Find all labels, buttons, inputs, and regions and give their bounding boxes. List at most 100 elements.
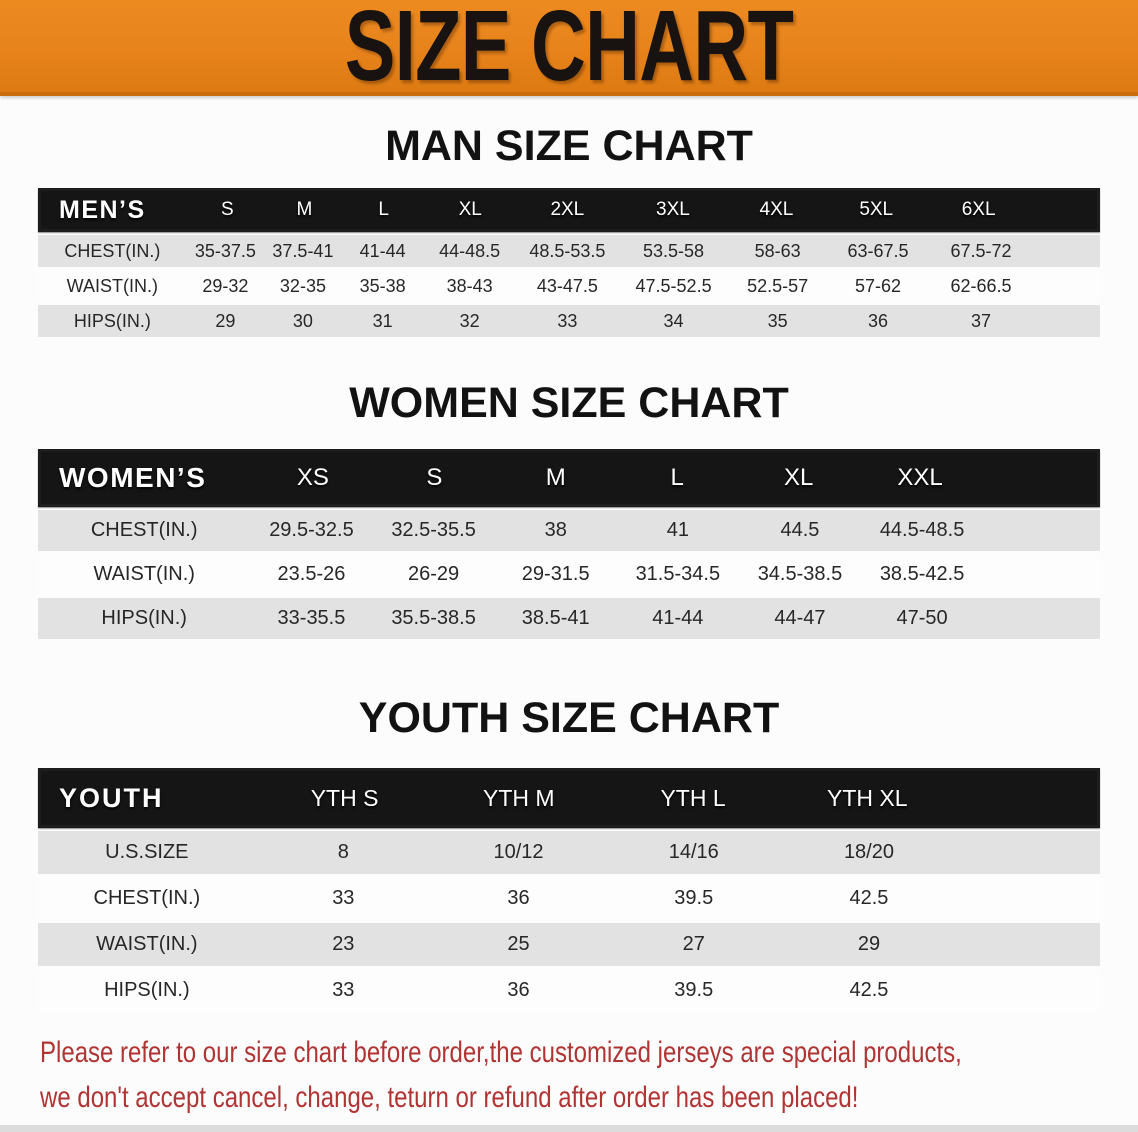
cell: 58-63 [754,240,801,261]
cell: 39.5 [674,887,714,909]
column-header: XL [783,464,814,491]
disclaimer-line-2: we don't accept cancel, change, teturn o… [40,1081,859,1114]
cell: 29 [215,310,236,331]
youth-size-chart-title: YOUTH SIZE CHART [358,694,780,742]
cell: 25 [507,933,530,955]
bottom-strip [0,1125,1138,1132]
table-row: CHEST(IN.) 35-37.5 37.5-41 41-44 44-48.5 48.5… [38,235,1100,267]
row-label: WAIST(IN.) [66,275,158,296]
cell: 44.5-48.5 [879,519,965,541]
cell: 29-32 [202,275,249,296]
cell: 33 [557,310,578,331]
banner: SIZE CHART [0,0,1138,96]
cell: 37 [970,310,991,331]
cell: 8 [337,841,349,863]
table-row: CHEST(IN.) 29.5-32.5 32.5-35.5 38 41 44.5 44.5… [38,510,1100,551]
cell: 31 [372,310,393,331]
column-header: S [221,199,234,220]
cell: 32.5-35.5 [391,519,476,541]
cell: 47-50 [896,607,948,629]
cell: 34.5-38.5 [757,563,843,585]
cell: 38.5-42.5 [879,563,965,585]
table-row: HIPS(IN.) 29 30 31 32 33 34 35 36 37 [38,305,1100,337]
column-header: 5XL [859,199,894,220]
men-size-table: MEN’S S M L XL 2XL 3XL 4XL 5XL 6XL CHEST(IN.) 35-37… [38,188,1100,337]
cell: 36 [507,887,530,909]
table-corner-label: WOMEN’S [59,462,207,493]
row-label: CHEST(IN.) [90,519,198,541]
man-size-chart-title: MAN SIZE CHART [385,122,753,170]
column-header: XS [296,464,329,491]
table-header-row: YOUTH YTH S YTH M YTH L YTH XL [38,768,1100,828]
women-size-table: WOMEN’S XS S M L XL XXL CHEST(IN.) 29.5-32.5 32.5… [38,449,1100,639]
youth-size-section: YOUTH SIZE CHART YOUTH YTH S YTH M YTH L YTH… [0,694,1138,1012]
cell: 26-29 [408,563,460,585]
cell: 44-48.5 [439,240,501,261]
cell: 41-44 [652,607,704,629]
cell: 23.5-26 [277,563,346,585]
cell: 44.5 [780,519,820,541]
cell: 23 [332,933,355,955]
column-header: XL [458,199,482,220]
cell: 41-44 [359,240,406,261]
cell: 38-43 [446,275,493,296]
man-size-section: MAN SIZE CHART MEN’S S M L XL 2XL 3XL 4XL 5XL 6XL… [0,122,1138,337]
cell: 29 [857,933,881,955]
table-row: HIPS(IN.) 33 36 39.5 42.5 [38,969,1100,1012]
column-header: XXL [897,464,943,491]
cell: 35-38 [359,275,406,296]
table-row: HIPS(IN.) 33-35.5 35.5-38.5 38.5-41 41-44 44-… [38,598,1100,639]
cell: 42.5 [849,979,889,1001]
column-header: YTH M [483,784,555,811]
table-row: WAIST(IN.) 23.5-26 26-29 29-31.5 31.5-34.5 34… [38,554,1100,595]
column-header: L [378,199,389,220]
row-label: HIPS(IN.) [104,979,190,1001]
row-label: WAIST(IN.) [96,933,198,955]
cell: 38.5-41 [521,607,590,629]
cell: 67.5-72 [950,240,1012,261]
cell: 35-37.5 [194,240,256,261]
table-corner-label: YOUTH [59,782,164,813]
women-size-section: WOMEN SIZE CHART WOMEN’S XS S M L XL XXL CHEST(… [0,379,1138,639]
cell: 35 [767,310,788,331]
cell: 31.5-34.5 [635,563,721,585]
cell: 43-47.5 [536,275,598,296]
table-header-row: WOMEN’S XS S M L XL XXL [38,449,1100,507]
youth-size-table: YOUTH YTH S YTH M YTH L YTH XL U.S.SIZE 8 10/12… [38,768,1100,1012]
table-row: WAIST(IN.) 29-32 32-35 35-38 38-43 43-47.5 47.… [38,270,1100,302]
cell: 57-62 [854,275,901,296]
column-header: 2XL [550,199,585,220]
column-header: M [545,464,566,491]
cell: 34 [663,310,684,331]
cell: 30 [292,310,313,331]
cell: 47.5-52.5 [635,275,712,296]
row-label: CHEST(IN.) [64,240,161,261]
women-size-chart-title: WOMEN SIZE CHART [349,379,789,427]
cell: 14/16 [668,841,719,863]
table-header-row: MEN’S S M L XL 2XL 3XL 4XL 5XL 6XL [38,188,1100,232]
row-label: HIPS(IN.) [73,310,151,331]
row-label: WAIST(IN.) [93,563,195,585]
column-header: YTH S [310,784,379,811]
cell: 42.5 [849,887,889,909]
cell: 33 [332,979,355,1001]
cell: 10/12 [493,841,544,863]
cell: 18/20 [843,841,894,863]
table-row: WAIST(IN.) 23 25 27 29 [38,923,1100,966]
column-header: 4XL [759,199,794,220]
row-label: HIPS(IN.) [101,607,187,629]
column-header: M [296,199,313,220]
table-corner-label: MEN’S [59,195,146,224]
cell: 48.5-53.5 [529,240,606,261]
cell: 38 [544,519,567,541]
cell: 39.5 [674,979,714,1001]
cell: 63-67.5 [847,240,909,261]
table-row: CHEST(IN.) 33 36 39.5 42.5 [38,877,1100,920]
column-header: YTH L [660,784,726,811]
cell: 33 [332,887,355,909]
cell: 41 [666,519,689,541]
disclaimer: Please refer to our size chart before or… [0,1030,1138,1120]
cell: 36 [867,310,888,331]
cell: 29-31.5 [521,563,590,585]
